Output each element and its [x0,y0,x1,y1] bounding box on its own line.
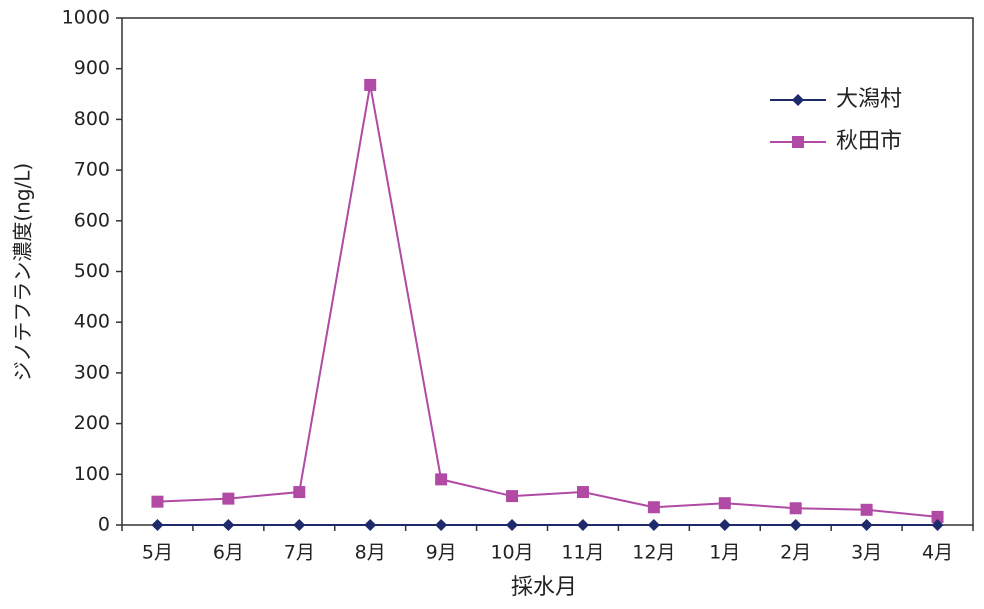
marker [364,78,377,91]
x-tick-label: 11月 [561,542,604,564]
x-tick-label: 3月 [851,542,882,564]
marker [435,473,448,486]
y-tick-label: 900 [74,57,110,79]
y-tick-label: 400 [74,311,110,333]
marker [506,519,519,531]
legend-label: 大潟村 [836,87,902,112]
y-tick-label: 500 [74,260,110,282]
marker [576,519,589,531]
marker [222,519,235,531]
x-tick-label: 4月 [922,542,953,564]
marker [435,519,448,531]
marker [647,501,660,514]
marker [789,519,802,531]
y-tick-label: 800 [74,108,110,130]
x-tick-label: 9月 [426,542,457,564]
x-axis-label: 採水月 [511,575,577,600]
marker [293,519,306,531]
x-tick-label: 7月 [284,542,315,564]
x-tick-label: 1月 [709,542,740,564]
marker [792,94,804,106]
series-line [157,84,938,518]
legend-label: 秋田市 [836,129,902,154]
y-axis-label: ジノテフラン濃度(ng/L) [11,163,35,381]
y-tick-label: 300 [74,361,110,383]
y-tick-label: 200 [74,412,110,434]
marker [364,519,377,531]
y-tick-label: 700 [74,159,110,181]
x-tick-label: 2月 [780,542,811,564]
marker [718,497,731,510]
marker [860,503,873,516]
x-tick-label: 8月 [355,542,386,564]
marker [151,495,164,508]
marker [931,510,944,523]
x-tick-label: 6月 [213,542,244,564]
marker [293,486,306,499]
y-tick-label: 100 [74,463,110,485]
marker [789,502,802,515]
marker [792,136,804,148]
marker [222,492,235,505]
marker [647,519,660,531]
marker [931,519,944,531]
x-tick-label: 12月 [632,542,675,564]
y-tick-label: 1000 [62,7,110,29]
marker [576,486,589,499]
marker [860,519,873,531]
marker [151,519,164,531]
x-tick-label: 5月 [142,542,173,564]
y-tick-label: 600 [74,209,110,231]
marker [718,519,731,531]
marker [506,490,519,503]
y-tick-label: 0 [98,514,110,536]
x-tick-label: 10月 [490,542,533,564]
